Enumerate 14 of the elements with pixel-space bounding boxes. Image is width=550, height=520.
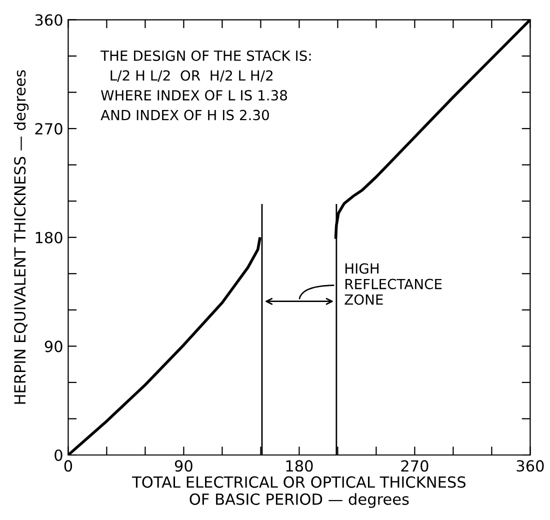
annotation: THE DESIGN OF THE STACK IS: L/2 H L/2 OR H/2 L H/2 WHERE INDEX OF L IS 1.38 AND INDEX OF H IS 2.30 bbox=[100, 50, 311, 120]
x-tick-label: 90 bbox=[174, 460, 192, 472]
annotation: HIGH REFLECTANCE ZONE bbox=[344, 263, 442, 305]
y-axis-title: HERPIN EQUIVALENT THICKNESS — degrees bbox=[14, 70, 29, 404]
y-tick-label: 0 bbox=[54, 449, 62, 462]
x-tick-label: 0 bbox=[64, 460, 72, 472]
x-tick-label: 360 bbox=[516, 460, 544, 472]
y-tick-label: 270 bbox=[35, 123, 62, 135]
x-tick-label: 180 bbox=[286, 460, 313, 472]
y-tick-label: 360 bbox=[35, 14, 62, 26]
x-tick-label: 270 bbox=[401, 460, 428, 472]
y-tick-label: 90 bbox=[44, 340, 62, 352]
y-tick-label: 180 bbox=[36, 232, 62, 244]
x-axis-title: TOTAL ELECTRICAL OR OPTICAL THICKNESS OF BASIC PERIOD — degrees bbox=[132, 476, 466, 508]
